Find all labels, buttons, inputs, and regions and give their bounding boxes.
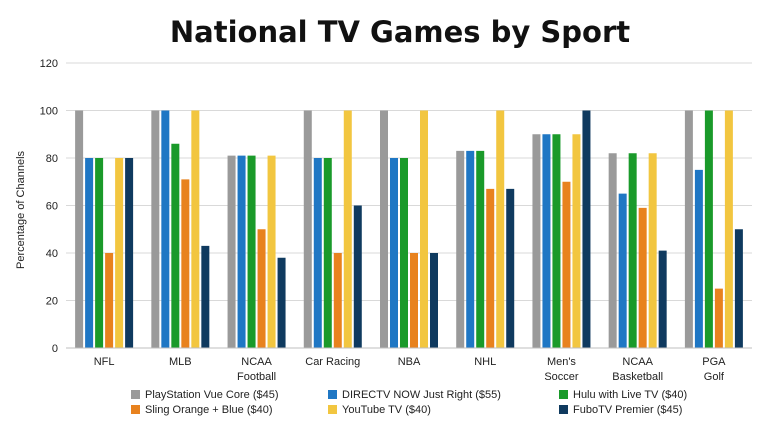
y-tick-label: 20 bbox=[46, 296, 58, 308]
bar bbox=[105, 253, 114, 348]
axes: 0 20 40 60 80 100 120 NFL MLB NCAA Football Car Rac… bbox=[40, 58, 752, 383]
bar bbox=[303, 110, 312, 348]
y-tick-label: 80 bbox=[46, 153, 58, 165]
bar bbox=[476, 150, 485, 348]
bar bbox=[227, 155, 236, 348]
x-tick-label: NCAA bbox=[622, 356, 653, 368]
bar bbox=[313, 158, 322, 348]
y-tick-label: 100 bbox=[40, 106, 58, 118]
bar bbox=[542, 134, 551, 348]
x-tick-label: PGA bbox=[702, 356, 726, 368]
bar bbox=[323, 158, 332, 348]
legend-label: FuboTV Premier ($45) bbox=[573, 404, 682, 416]
bar bbox=[410, 253, 418, 348]
bar bbox=[658, 250, 667, 348]
bar bbox=[257, 229, 266, 348]
gridlines bbox=[66, 62, 752, 301]
legend-label: DIRECTV NOW Just Right ($55) bbox=[342, 389, 501, 401]
bar bbox=[638, 207, 647, 348]
bar bbox=[618, 193, 627, 348]
y-tick-label: 120 bbox=[40, 58, 58, 70]
legend-label: PlayStation Vue Core ($45) bbox=[145, 389, 279, 401]
bar bbox=[353, 205, 362, 348]
bar bbox=[390, 158, 398, 348]
bar bbox=[201, 245, 210, 348]
bar bbox=[380, 110, 388, 348]
bar bbox=[75, 110, 84, 348]
bar bbox=[191, 110, 200, 348]
x-tick-label: NBA bbox=[398, 356, 421, 368]
legend-label: YouTube TV ($40) bbox=[342, 404, 431, 416]
legend-swatch bbox=[328, 405, 337, 414]
x-tick-label: NCAA bbox=[241, 356, 272, 368]
legend-swatch bbox=[559, 405, 568, 414]
legend-label: Sling Orange + Blue ($40) bbox=[145, 404, 273, 416]
bar bbox=[582, 110, 591, 348]
legend-swatch bbox=[328, 390, 337, 399]
bar bbox=[237, 155, 246, 348]
bar bbox=[648, 153, 657, 348]
x-tick-label: Football bbox=[237, 371, 276, 383]
bar bbox=[608, 153, 617, 348]
bar bbox=[277, 257, 286, 348]
bar bbox=[506, 188, 515, 348]
x-tick-label: Soccer bbox=[544, 371, 579, 383]
x-tick-label: NFL bbox=[94, 356, 115, 368]
x-tick-label: Basketball bbox=[612, 371, 663, 383]
bar bbox=[247, 155, 256, 348]
legend-swatch bbox=[131, 390, 140, 399]
bar bbox=[85, 158, 94, 348]
bar bbox=[181, 179, 190, 348]
legend-label: Hulu with Live TV ($40) bbox=[573, 389, 687, 401]
bar bbox=[724, 110, 733, 348]
bar bbox=[704, 110, 713, 348]
chart-title: National TV Games by Sport bbox=[170, 15, 630, 49]
bar bbox=[532, 134, 541, 348]
y-tick-label: 0 bbox=[52, 343, 58, 355]
bar bbox=[125, 158, 134, 348]
bar bbox=[734, 229, 743, 348]
bar bbox=[151, 110, 160, 348]
x-tick-label: Car Racing bbox=[305, 356, 360, 368]
x-tick-label: NHL bbox=[474, 356, 496, 368]
bar bbox=[552, 134, 561, 348]
y-tick-label: 60 bbox=[46, 201, 58, 213]
x-tick-label: MLB bbox=[169, 356, 192, 368]
x-tick-label: Golf bbox=[704, 371, 725, 383]
bar bbox=[694, 169, 703, 348]
bar bbox=[115, 158, 124, 348]
bar bbox=[562, 181, 571, 348]
bar bbox=[95, 158, 104, 348]
bar bbox=[496, 110, 505, 348]
bar bbox=[171, 143, 180, 348]
bar bbox=[161, 110, 170, 348]
legend-swatch bbox=[131, 405, 140, 414]
bar bbox=[343, 110, 352, 348]
y-axis-label: Percentage of Channels bbox=[15, 150, 27, 269]
bars bbox=[75, 110, 743, 348]
bar bbox=[486, 188, 495, 348]
bar bbox=[430, 253, 438, 348]
y-tick-label: 40 bbox=[46, 248, 58, 260]
bar bbox=[456, 150, 465, 348]
legend-swatch bbox=[559, 390, 568, 399]
bar bbox=[684, 110, 693, 348]
bar bbox=[420, 110, 428, 348]
x-tick-label: Men's bbox=[547, 356, 576, 368]
bar bbox=[400, 158, 408, 348]
bar bbox=[628, 153, 637, 348]
bar bbox=[466, 150, 475, 348]
bar bbox=[714, 288, 723, 348]
bar bbox=[572, 134, 581, 348]
bar bbox=[267, 155, 276, 348]
legend: PlayStation Vue Core ($45) DIRECTV NOW Ju… bbox=[131, 389, 687, 416]
bar bbox=[333, 253, 342, 348]
